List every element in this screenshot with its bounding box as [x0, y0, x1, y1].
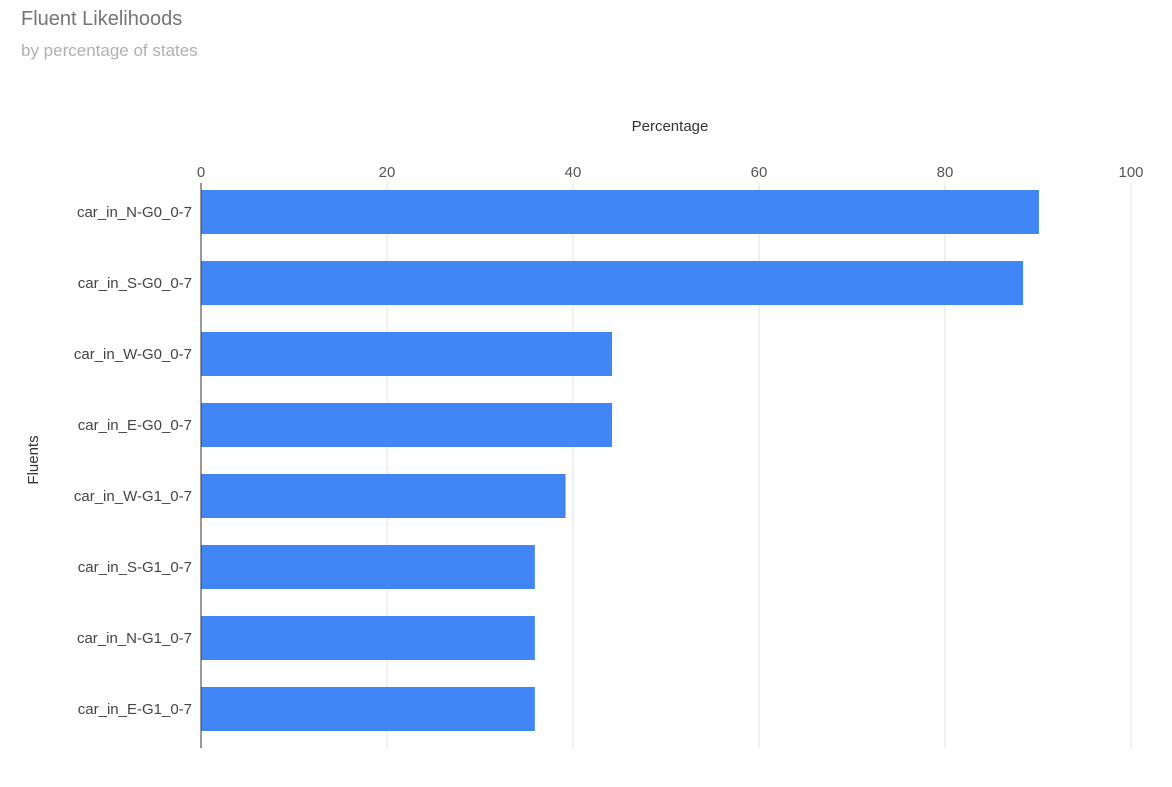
bar [201, 474, 566, 518]
category-label: car_in_S-G1_0-7 [78, 559, 192, 576]
bar [201, 687, 535, 731]
bars [201, 190, 1039, 731]
x-axis-title: Percentage [632, 118, 709, 135]
bar [201, 332, 613, 376]
y-axis-title: Fluents [25, 435, 42, 484]
x-tick-label: 60 [751, 164, 768, 181]
bar [201, 190, 1039, 234]
bar [201, 261, 1024, 305]
bar [201, 403, 613, 447]
chart-title: Fluent Likelihoods [21, 8, 183, 30]
category-label: car_in_S-G0_0-7 [78, 275, 192, 292]
category-label: car_in_N-G0_0-7 [77, 204, 192, 221]
category-label: car_in_N-G1_0-7 [77, 630, 192, 647]
category-label: car_in_W-G1_0-7 [74, 488, 192, 505]
category-labels: car_in_N-G0_0-7 car_in_S-G0_0-7 car_in_W-G… [74, 204, 192, 718]
bar [201, 545, 535, 589]
x-tick-label: 0 [197, 164, 205, 181]
chart-subtitle: by percentage of states [21, 41, 198, 60]
category-label: car_in_E-G1_0-7 [78, 701, 192, 718]
x-tick-label: 80 [937, 164, 954, 181]
category-label: car_in_E-G0_0-7 [78, 417, 192, 434]
category-label: car_in_W-G0_0-7 [74, 346, 192, 363]
x-tick-label: 20 [379, 164, 396, 181]
x-tick-labels: 0 20 40 60 80 100 [197, 164, 1144, 181]
x-tick-label: 100 [1118, 164, 1143, 181]
bar [201, 616, 535, 660]
x-tick-label: 40 [565, 164, 582, 181]
